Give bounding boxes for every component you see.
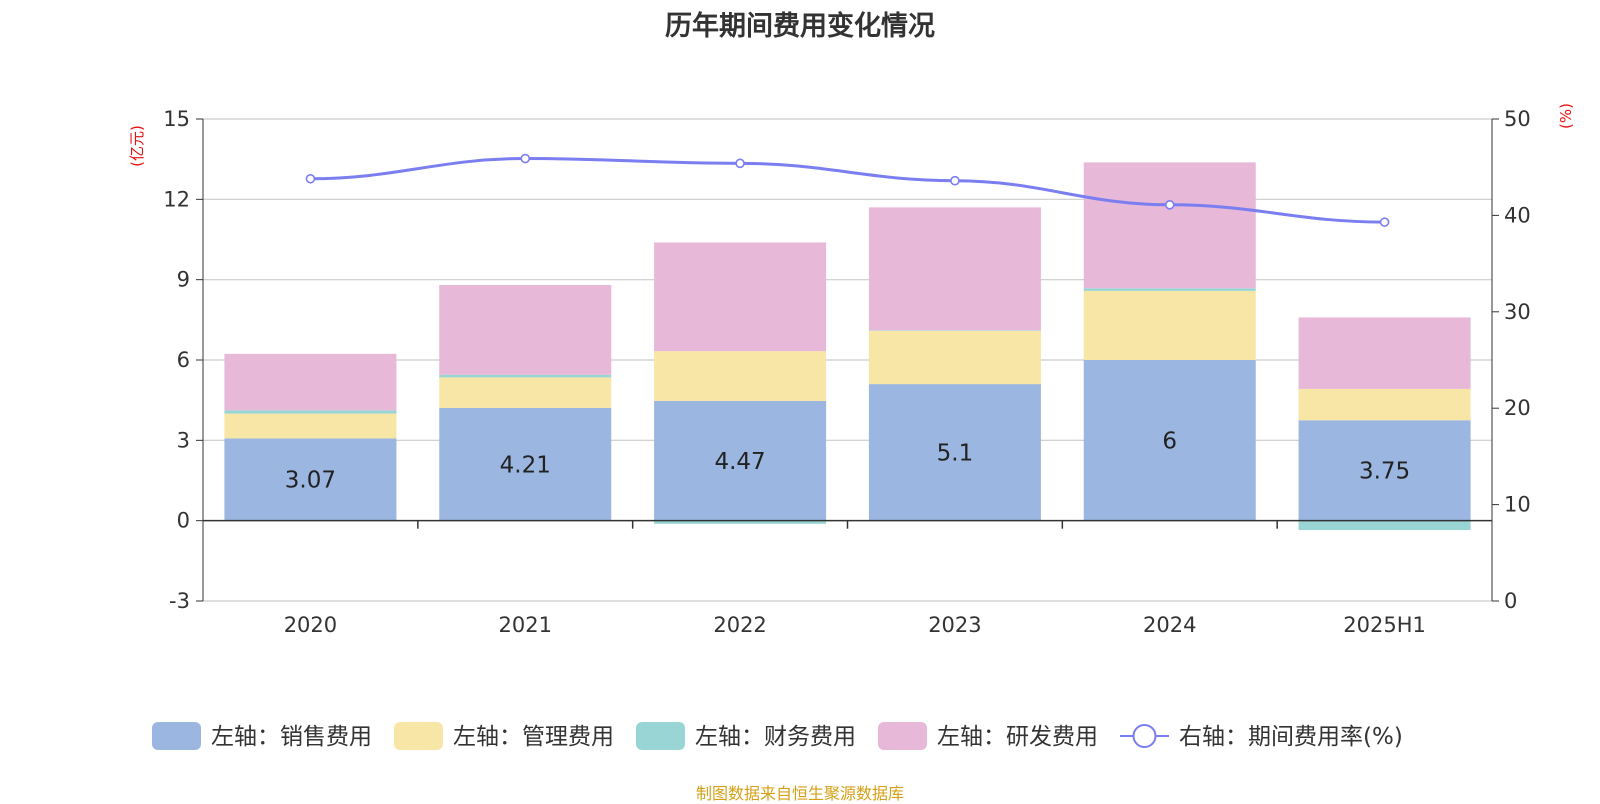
bar-segment: [439, 407, 612, 521]
legend[interactable]: 左轴：销售费用 左轴：管理费用 左轴：财务费用 左轴：研发费用 右轴：期间费用率(%): [152, 722, 1403, 750]
right-tick-label: 50: [1504, 107, 1531, 131]
x-tick-label: 2023: [928, 613, 981, 637]
bar-data-label: 5.1: [937, 440, 974, 466]
bar-segment: [224, 410, 397, 414]
axes: -3 0 3 6 9 12 15 0 10 20 30 40 50 (亿元) (%) 2020 2021 2022…: [128, 103, 1575, 637]
rate-point: [520, 153, 531, 164]
bar-segment: [1298, 317, 1471, 389]
left-tick-label: 12: [163, 187, 190, 211]
rate-point: [305, 173, 316, 184]
bar-segment: [224, 413, 397, 439]
bar-segment: [439, 374, 612, 378]
right-tick-label: 40: [1504, 203, 1531, 227]
bar-segment: [654, 520, 827, 524]
left-tick-label: 0: [177, 509, 190, 533]
bar-segment: [654, 351, 827, 401]
x-tick-label: 2024: [1143, 613, 1196, 637]
legend-label: 左轴：研发费用: [937, 724, 1098, 750]
left-tick-label: 6: [177, 348, 190, 372]
x-tick-label: 2022: [713, 613, 766, 637]
source-note: 制图数据来自恒生聚源数据库: [695, 784, 904, 803]
rate-point: [1164, 199, 1175, 210]
x-tick-label: 2025H1: [1343, 613, 1426, 637]
right-tick-label: 20: [1504, 396, 1531, 420]
bar-segment: [868, 330, 1041, 385]
bar-segment: [868, 384, 1041, 521]
legend-swatch: [636, 722, 685, 750]
bar-data-label: 3.07: [285, 468, 336, 494]
legend-swatch: [878, 722, 927, 750]
bar-segment: [654, 242, 827, 352]
left-tick-label: 3: [177, 428, 190, 452]
right-tick-label: 0: [1504, 589, 1517, 613]
right-tick-label: 30: [1504, 300, 1531, 324]
bar-segment: [224, 438, 397, 521]
bar-segment: [868, 330, 1041, 331]
rate-point: [1379, 217, 1390, 227]
chart-title: 历年期间费用变化情况: [665, 11, 935, 42]
bar-data-label: 4.47: [714, 449, 765, 475]
legend-label: 左轴：销售费用: [211, 724, 372, 750]
left-tick-label: -3: [169, 589, 190, 613]
rate-point: [735, 158, 745, 169]
legend-label: 右轴：期间费用率(%): [1179, 724, 1403, 750]
bar-segment: [654, 400, 827, 521]
bar-data-label: 3.75: [1359, 458, 1410, 484]
grid-lines: [203, 118, 1492, 602]
rate-point: [950, 175, 960, 186]
legend-line-marker: [1132, 724, 1157, 748]
bar-segment: [1298, 388, 1471, 421]
rate-line-path: [310, 157, 1385, 224]
x-tick-label: 2021: [499, 613, 552, 637]
bar-data-label: 6: [1162, 428, 1177, 454]
legend-label: 左轴：财务费用: [695, 724, 856, 750]
left-tick-label: 15: [163, 107, 190, 131]
left-tick-label: 9: [177, 268, 190, 292]
bars: [224, 162, 1471, 531]
rate-line: [305, 153, 1390, 227]
bar-segment: [439, 285, 612, 375]
legend-swatch: [394, 722, 443, 750]
bar-data-label: 4.21: [500, 452, 551, 478]
data-labels: 3.07 4.21 4.47 5.1 6 3.75: [285, 428, 1410, 493]
legend-swatch: [152, 722, 201, 750]
x-tick-label: 2020: [284, 613, 337, 637]
bar-segment: [1083, 162, 1256, 289]
right-tick-label: 10: [1504, 493, 1531, 517]
bar-segment: [439, 377, 612, 408]
bar-segment: [868, 207, 1041, 331]
legend-label: 左轴：管理费用: [453, 724, 614, 750]
bar-segment: [1083, 360, 1256, 521]
bar-segment: [1083, 290, 1256, 360]
bar-segment: [1298, 420, 1471, 521]
right-axis-unit: (%): [1557, 103, 1575, 129]
left-axis-unit: (亿元): [128, 125, 146, 167]
bar-segment: [1298, 520, 1471, 531]
bar-segment: [1083, 288, 1256, 291]
bar-segment: [224, 353, 397, 411]
